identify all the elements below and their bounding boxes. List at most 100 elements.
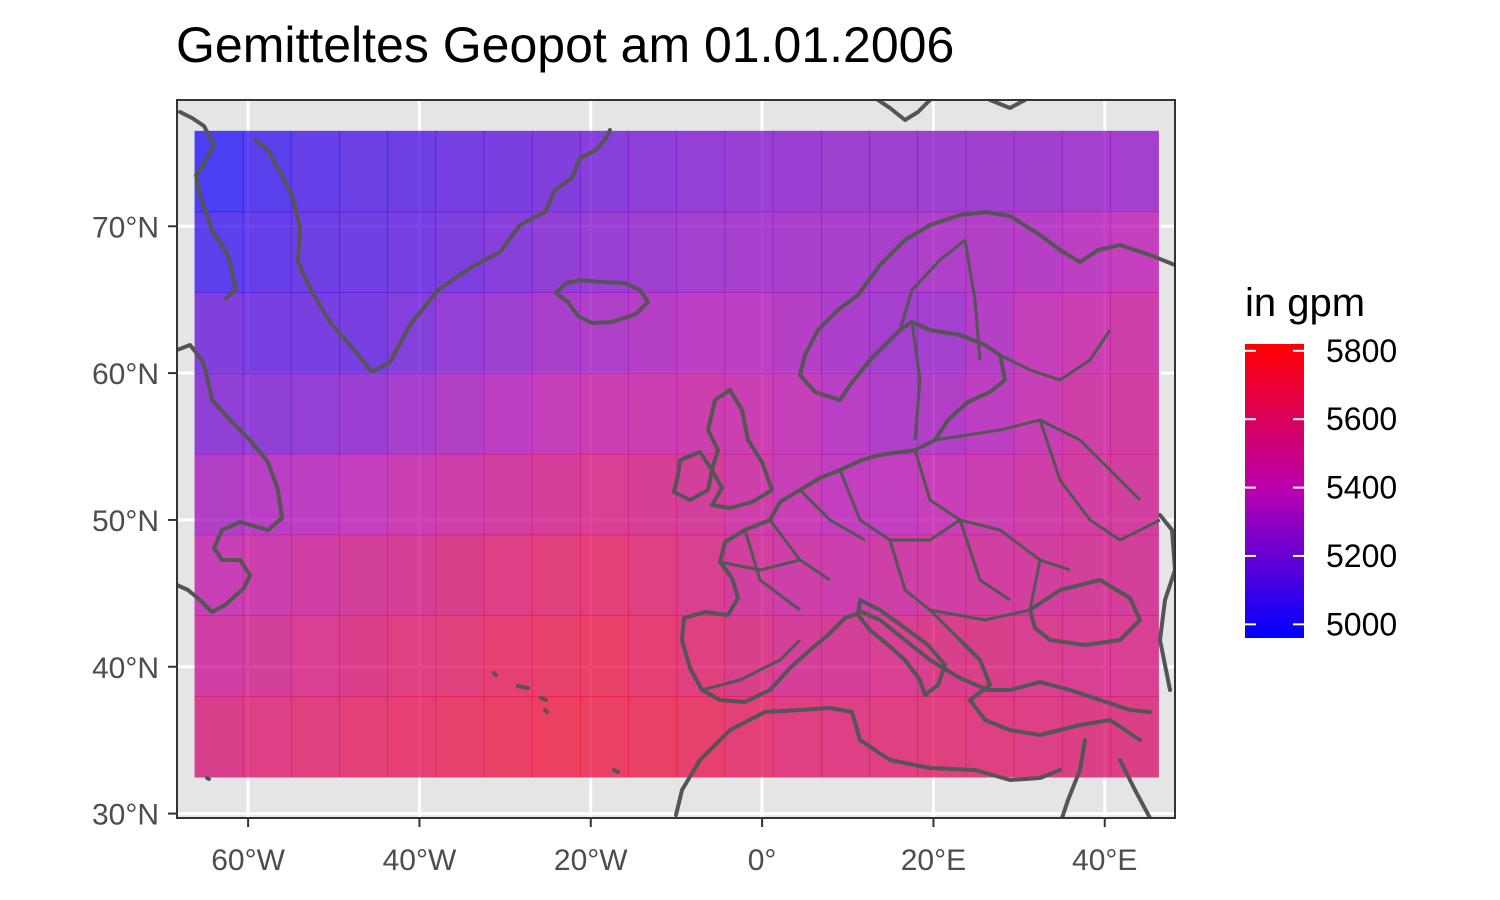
y-tick-label-1: 40°N [92,652,159,685]
heat-cell-r5-c10 [676,534,726,616]
heat-cell-r5-c18 [1061,534,1111,616]
coastline-aegean [958,638,1142,742]
heat-cell-r5-c15 [917,534,967,616]
heat-cell-r2-c7 [531,292,581,374]
heat-cell-r0-c4 [387,130,437,213]
y-tick-label-0: 30°N [92,799,159,832]
heat-cell-r6-c13 [820,615,870,697]
heat-cell-r6-c18 [1061,615,1111,697]
heat-cell-r2-c1 [242,292,292,374]
heat-cell-r2-c5 [435,292,485,374]
heat-cell-r1-c0 [194,211,244,293]
coastline-iceland [554,278,650,325]
heat-cell-r6-c9 [628,615,678,697]
heat-cell-r2-c12 [772,292,822,374]
heat-cell-r3-c6 [483,373,533,455]
heat-cell-r2-c18 [1061,292,1111,374]
heat-cell-r0-c12 [772,130,822,213]
heat-cell-r6-c0 [194,615,244,697]
heat-cell-r0-c9 [628,130,678,213]
heat-cell-r5-c2 [290,534,340,616]
coastline-north-africa [674,706,1062,817]
heat-cell-r2-c4 [387,292,437,374]
heat-cell-r4-c16 [965,453,1015,536]
heat-cell-r2-c17 [1013,292,1063,374]
heat-cell-r3-c12 [772,373,822,455]
heat-cell-r2-c2 [290,292,340,374]
map-title: Gemitteltes Geopot am 01.01.2006 [176,17,955,73]
heat-cell-r3-c2 [290,373,340,455]
heat-cell-r6-c8 [580,615,629,697]
heat-cell-r7-c8 [580,696,629,778]
legend-title: in gpm [1245,281,1365,325]
heat-cell-r4-c3 [339,453,388,536]
heat-cell-r6-c14 [869,615,918,697]
legend-tick-label-3: 5200 [1326,538,1397,574]
legend-tick-label-0: 5800 [1326,333,1397,369]
heat-cell-r0-c14 [869,130,918,213]
heat-cell-r7-c7 [531,696,581,778]
heat-cell-r3-c5 [435,373,485,455]
heat-cell-r7-c4 [387,696,437,778]
heat-cell-r1-c1 [242,211,292,293]
heat-cell-r3-c10 [676,373,726,455]
legend-tick-label-1: 5600 [1326,401,1397,437]
heat-cell-r1-c18 [1061,211,1111,293]
heat-cell-r7-c11 [724,696,774,778]
heat-cell-r4-c9 [628,453,678,536]
heat-cell-r2-c11 [724,292,774,374]
heat-cell-r5-c19 [1110,534,1159,616]
y-tick-label-3: 60°N [92,358,159,391]
heat-cell-r3-c4 [387,373,437,455]
legend-colorbar [1245,344,1304,638]
coastline-azores [205,671,620,781]
heat-cell-r4-c0 [194,453,244,536]
heat-cell-r0-c13 [820,130,870,213]
map-panel-border [176,99,1176,819]
heat-cell-r3-c7 [531,373,581,455]
heat-cell-r5-c6 [483,534,533,616]
heat-cell-r4-c6 [483,453,533,536]
heat-cell-r0-c10 [676,130,726,213]
heat-cell-r5-c9 [628,534,678,616]
heat-cell-r1-c3 [339,211,388,293]
heat-cell-r5-c16 [965,534,1015,616]
heat-cell-r2-c19 [1110,292,1159,374]
heat-cell-r6-c1 [242,615,292,697]
coastlines-and-borders [177,100,1175,818]
heat-cell-r4-c7 [531,453,581,536]
heat-cell-r3-c0 [194,373,244,455]
heat-cell-r1-c5 [435,211,485,293]
heat-cell-r6-c5 [435,615,485,697]
heat-cell-r0-c2 [290,130,340,213]
heat-cell-r7-c18 [1061,696,1111,778]
heat-cell-r7-c1 [242,696,292,778]
x-tick-label-1: 40°W [383,844,457,877]
heat-cell-r1-c4 [387,211,437,293]
heat-cell-r3-c17 [1013,373,1063,455]
color-legend: in gpm 5800 5600 5400 5200 5000 [1245,281,1397,642]
heat-cell-r2-c8 [580,292,629,374]
heat-cell-r7-c2 [290,696,340,778]
legend-tick-label-2: 5400 [1326,470,1397,506]
coastline-baffin [178,110,238,300]
x-tick-label-5: 40°E [1072,844,1137,877]
heat-cell-r7-c6 [483,696,533,778]
heat-cell-r1-c19 [1110,211,1159,293]
heat-cell-r6-c2 [290,615,340,697]
heat-cell-r1-c13 [820,211,870,293]
heat-cell-r6-c12 [772,615,822,697]
heat-cell-r3-c16 [965,373,1015,455]
heat-cell-r1-c12 [772,211,822,293]
coastline-labrador [177,343,284,614]
heat-cell-r2-c10 [676,292,726,374]
heat-cell-r3-c3 [339,373,388,455]
heat-cell-r6-c3 [339,615,388,697]
heat-cell-r0-c17 [1013,130,1063,213]
heat-cell-r0-c5 [435,130,485,213]
heat-cell-r3-c13 [820,373,870,455]
geopotential-heatmap [194,130,1159,778]
heat-cell-r0-c11 [724,130,774,213]
coastline-italy [856,598,947,697]
heat-cell-r1-c11 [724,211,774,293]
